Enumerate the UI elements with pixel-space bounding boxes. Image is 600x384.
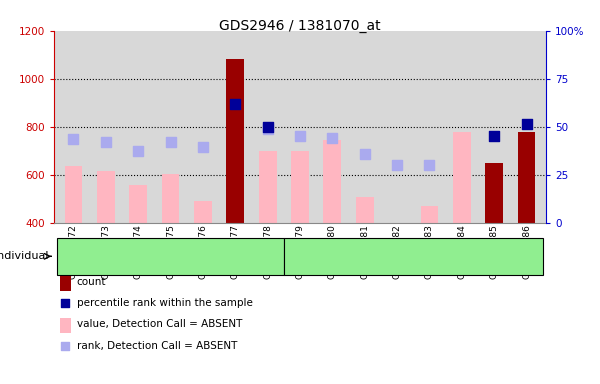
Point (263, 126, 272, 132)
Point (360, 151, 370, 157)
Point (166, 139, 175, 146)
Bar (129, 185, 147, 223)
Point (392, 162, 402, 168)
Bar (323, 140, 341, 223)
Point (425, 162, 434, 168)
Bar (259, 151, 277, 223)
Bar (421, 206, 439, 223)
Point (61, 343, 70, 349)
Text: percentile rank within the sample: percentile rank within the sample (77, 298, 253, 308)
Point (68, 136, 78, 142)
Bar (453, 131, 471, 223)
Point (230, 101, 240, 107)
Text: individual: individual (0, 251, 48, 262)
Bar (291, 151, 309, 223)
Text: value, Detection Call = ABSENT: value, Detection Call = ABSENT (77, 319, 242, 329)
Point (61, 300, 70, 306)
Bar (356, 197, 374, 223)
Point (263, 124, 272, 130)
Point (133, 148, 143, 154)
Point (198, 144, 208, 150)
Bar (485, 163, 503, 223)
Bar (194, 201, 212, 223)
Text: rank, Detection Call = ABSENT: rank, Detection Call = ABSENT (77, 341, 237, 351)
Bar (518, 132, 535, 223)
Text: control: control (394, 251, 433, 262)
Bar (97, 170, 115, 223)
Point (490, 133, 499, 139)
Point (295, 133, 305, 139)
Point (522, 121, 532, 127)
Bar (65, 166, 82, 223)
Bar (161, 174, 179, 223)
Point (101, 139, 110, 146)
Text: diet-induced obese: diet-induced obese (117, 251, 224, 262)
Bar (226, 59, 244, 223)
Point (328, 134, 337, 141)
Text: count: count (77, 277, 106, 287)
Text: GDS2946 / 1381070_at: GDS2946 / 1381070_at (219, 19, 381, 33)
